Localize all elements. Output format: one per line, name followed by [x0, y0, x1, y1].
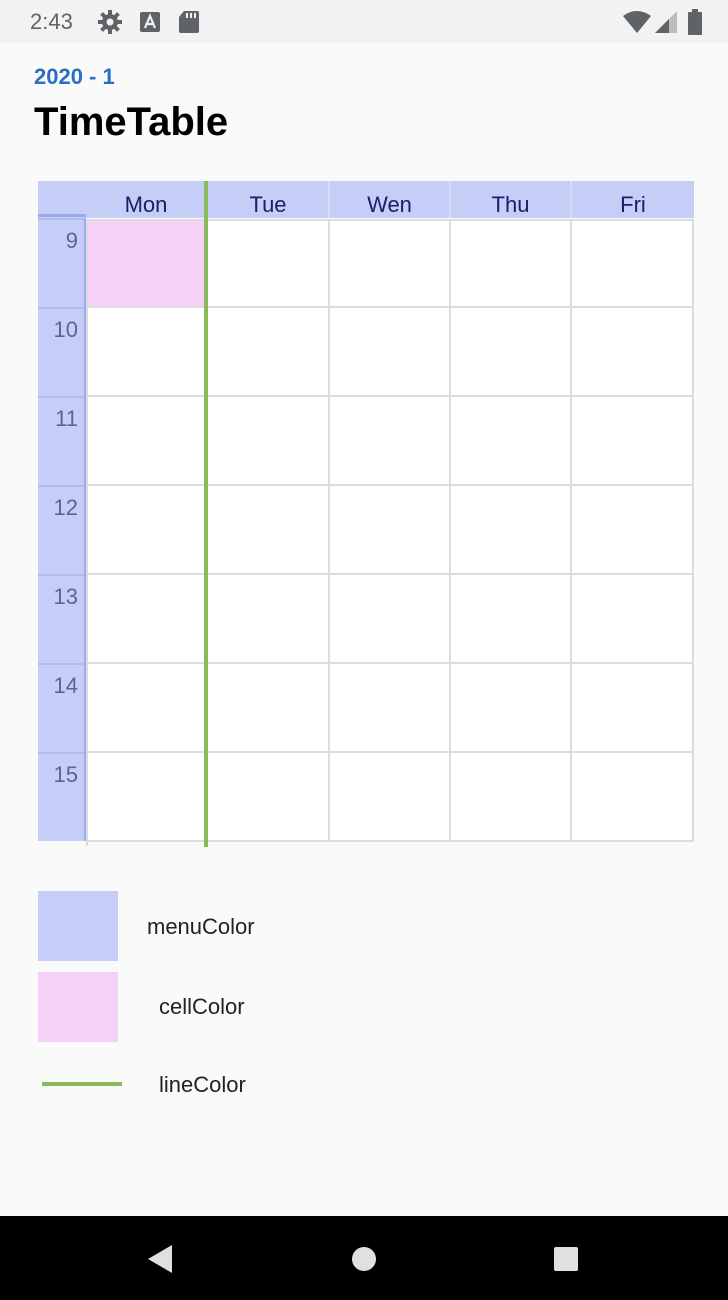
timetable-cell-fri-11[interactable]	[572, 397, 694, 486]
timetable-cell-tue-10[interactable]	[208, 308, 330, 397]
recents-icon[interactable]	[553, 1246, 579, 1277]
timetable-cell-mon-13[interactable]	[86, 575, 208, 664]
timetable-cell-fri-15[interactable]	[572, 753, 694, 842]
hour-label: 10	[53, 317, 78, 342]
timetable: Mon Tue Wen Thu Fri 9 10 11 12 13 14 15	[38, 181, 694, 847]
hour-row-14: 14	[38, 663, 84, 752]
timetable-cell-tue-14[interactable]	[208, 664, 330, 753]
timetable-cell-fri-13[interactable]	[572, 575, 694, 664]
navigation-bar	[0, 1216, 728, 1300]
page-title: TimeTable	[34, 100, 229, 144]
battery-icon	[688, 9, 702, 40]
cell-signal-icon	[654, 10, 678, 39]
wifi-icon	[622, 10, 652, 39]
text-a-icon	[139, 11, 161, 38]
timetable-cell-wen-9[interactable]	[330, 219, 451, 308]
sd-card-icon	[178, 10, 200, 39]
timetable-cell-wen-14[interactable]	[330, 664, 451, 753]
timetable-cell-thu-12[interactable]	[451, 486, 572, 575]
hour-row-15: 15	[38, 752, 84, 841]
current-time-line	[204, 181, 208, 847]
hour-label: 14	[53, 673, 78, 698]
timetable-cell-thu-14[interactable]	[451, 664, 572, 753]
hour-column: 9 10 11 12 13 14 15	[38, 218, 86, 841]
timetable-cell-mon-10[interactable]	[86, 308, 208, 397]
legend-label-menu-color: menuColor	[147, 914, 255, 939]
timetable-cell-wen-12[interactable]	[330, 486, 451, 575]
timetable-cell-wen-11[interactable]	[330, 397, 451, 486]
timetable-cell-mon-12[interactable]	[86, 486, 208, 575]
legend-label-cell-color: cellColor	[159, 994, 245, 1019]
status-time: 2:43	[30, 9, 73, 34]
timetable-cell-fri-9[interactable]	[572, 219, 694, 308]
hour-label: 12	[53, 495, 78, 520]
menu-corner	[38, 181, 86, 218]
day-header-mon: Mon	[86, 181, 208, 218]
timetable-cell-fri-14[interactable]	[572, 664, 694, 753]
timetable-cell-thu-15[interactable]	[451, 753, 572, 842]
hour-row-12: 12	[38, 485, 84, 574]
timetable-cell-fri-12[interactable]	[572, 486, 694, 575]
hour-row-9: 9	[38, 218, 84, 307]
day-header-wen: Wen	[330, 181, 451, 218]
hour-row-11: 11	[38, 396, 84, 485]
timetable-cell-thu-11[interactable]	[451, 397, 572, 486]
hour-row-13: 13	[38, 574, 84, 663]
legend-swatch-menu-color	[38, 891, 118, 961]
timetable-cell-thu-13[interactable]	[451, 575, 572, 664]
timetable-cell-tue-15[interactable]	[208, 753, 330, 842]
semester-label: 2020 - 1	[34, 64, 115, 89]
status-bar: 2:43	[0, 0, 728, 43]
day-header-tue: Tue	[208, 181, 330, 218]
back-icon[interactable]	[146, 1244, 174, 1279]
timetable-cell-tue-11[interactable]	[208, 397, 330, 486]
day-header-fri: Fri	[572, 181, 694, 218]
home-icon[interactable]	[351, 1246, 377, 1277]
legend-swatch-line-color	[42, 1082, 122, 1086]
timetable-cell-tue-13[interactable]	[208, 575, 330, 664]
hour-label: 13	[53, 584, 78, 609]
hour-label: 15	[53, 762, 78, 787]
hour-label: 9	[65, 228, 78, 253]
legend-label-line-color: lineColor	[159, 1072, 246, 1097]
gear-icon	[97, 9, 123, 40]
timetable-cell-wen-15[interactable]	[330, 753, 451, 842]
timetable-cell-fri-10[interactable]	[572, 308, 694, 397]
timetable-cell-wen-13[interactable]	[330, 575, 451, 664]
timetable-cell-thu-10[interactable]	[451, 308, 572, 397]
day-header-thu: Thu	[451, 181, 572, 218]
hour-row-10: 10	[38, 307, 84, 396]
hour-label: 11	[55, 406, 78, 431]
timetable-cell-tue-9[interactable]	[208, 219, 330, 308]
timetable-cell-tue-12[interactable]	[208, 486, 330, 575]
timetable-cell-mon-11[interactable]	[86, 397, 208, 486]
legend-swatch-cell-color	[38, 972, 118, 1042]
timetable-cell-thu-9[interactable]	[451, 219, 572, 308]
timetable-cell-wen-10[interactable]	[330, 308, 451, 397]
timetable-cell-mon-15[interactable]	[86, 753, 208, 842]
timetable-cell-mon-14[interactable]	[86, 664, 208, 753]
menu-corner-divider	[38, 214, 86, 217]
timetable-cell-mon-9[interactable]	[86, 219, 208, 308]
